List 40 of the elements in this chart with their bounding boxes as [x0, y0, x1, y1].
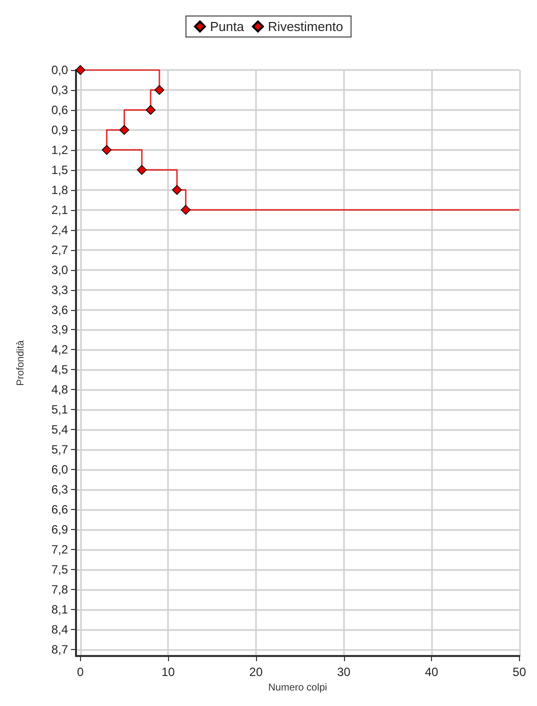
y-tick-label: 3,0 [51, 262, 68, 277]
y-tick-label: 1,5 [51, 162, 68, 177]
y-tick-label: 7,2 [51, 542, 68, 557]
x-axis-title: Numero colpi [268, 682, 328, 694]
legend-label: Rivestimento [268, 19, 344, 34]
y-tick-label: 6,3 [51, 482, 68, 497]
y-tick-label: 6,6 [51, 502, 68, 517]
y-tick-label: 0,0 [51, 63, 68, 77]
y-axis-title: Profondità [16, 340, 26, 386]
y-tick-label: 1,8 [51, 182, 68, 197]
y-tick-label: 6,0 [51, 462, 68, 477]
y-tick-label: 4,8 [51, 382, 68, 397]
x-tick-label: 50 [512, 665, 526, 680]
y-tick-label: 0,3 [51, 82, 68, 97]
x-tick-label: 0 [77, 665, 84, 680]
y-tick-label: 1,2 [51, 142, 68, 157]
y-tick-label: 0,9 [51, 122, 68, 137]
x-tick-label: 20 [249, 665, 263, 680]
y-tick-label: 3,9 [51, 322, 68, 337]
y-tick-label: 2,4 [51, 222, 68, 237]
y-tick-label: 2,1 [51, 202, 68, 217]
y-tick-label: 7,5 [51, 562, 68, 577]
y-tick-label: 4,2 [51, 342, 68, 357]
y-tick-label: 8,4 [51, 622, 68, 636]
y-tick-label: 5,1 [51, 402, 68, 417]
y-tick-label: 3,3 [51, 282, 68, 297]
y-tick-label: 5,4 [51, 422, 68, 437]
y-tick-label: 7,8 [51, 582, 68, 596]
y-tick-label: 8,7 [51, 642, 68, 656]
y-tick-label: 0,6 [51, 102, 68, 117]
x-tick-label: 40 [424, 665, 439, 680]
y-tick-label: 3,6 [51, 302, 68, 317]
y-tick-label: 5,7 [51, 442, 68, 457]
y-tick-label: 8,1 [51, 602, 68, 616]
y-tick-label: 6,9 [51, 522, 68, 537]
legend-label: Punta [210, 19, 245, 34]
y-tick-label: 2,7 [51, 242, 68, 257]
y-tick-label: 4,5 [51, 362, 68, 377]
x-tick-label: 30 [337, 665, 351, 680]
x-tick-label: 10 [161, 665, 176, 680]
